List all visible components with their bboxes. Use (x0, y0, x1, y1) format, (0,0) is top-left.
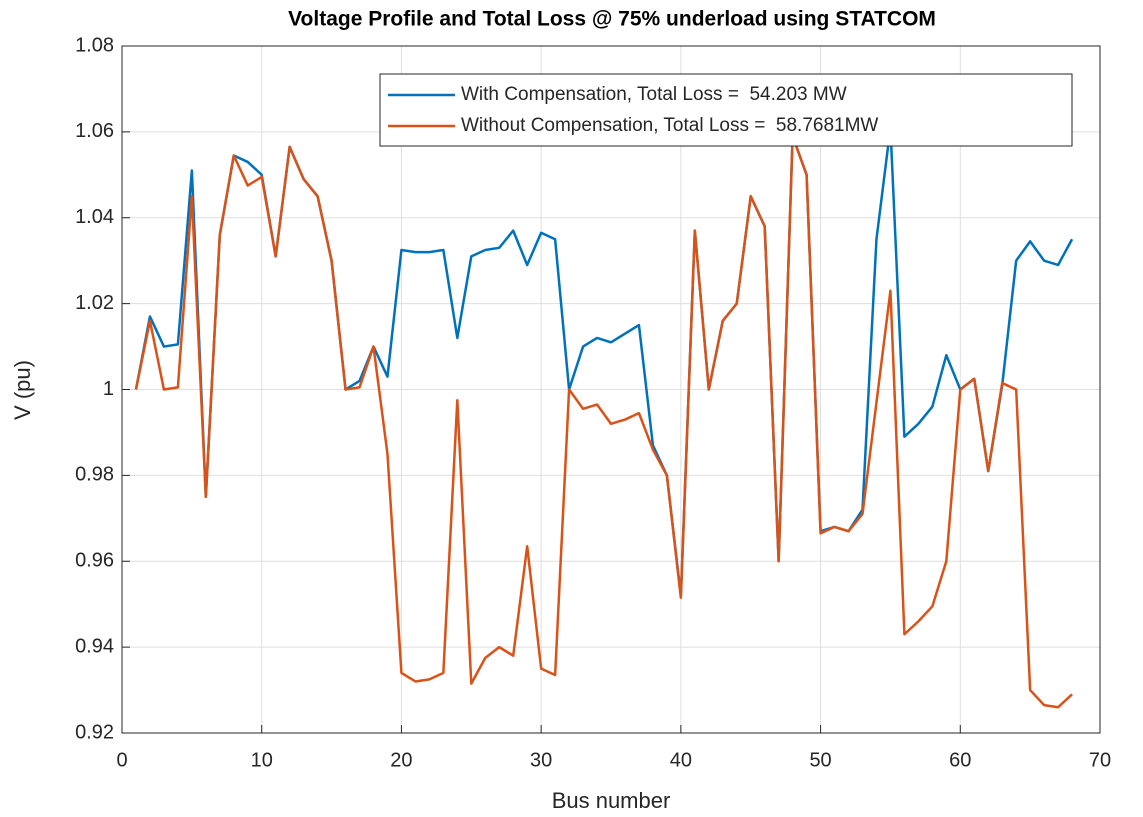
x-tick-label: 10 (251, 749, 273, 771)
data-line (134, 134, 1073, 709)
x-tick-label: 40 (670, 749, 692, 771)
chart-title: Voltage Profile and Total Loss @ 75% und… (288, 8, 936, 31)
x-tick-label: 20 (390, 749, 412, 771)
axes-box (121, 45, 1101, 734)
x-axis-label: Bus number (552, 788, 671, 813)
y-tick-label: 1.08 (75, 34, 114, 56)
x-tick-label: 50 (809, 749, 831, 771)
y-tick-label: 0.94 (75, 635, 114, 657)
y-tick-label: 0.98 (75, 464, 114, 486)
x-tick-label: 60 (949, 749, 971, 771)
y-tick-label: 0.96 (75, 550, 114, 572)
y-tick-label: 0.92 (75, 721, 114, 743)
y-tick-label: 1 (103, 378, 114, 400)
x-tick-label: 70 (1089, 749, 1111, 771)
legend-label: Without Compensation, Total Loss = 58.76… (461, 115, 878, 136)
y-tick-label: 1.02 (75, 292, 114, 314)
y-tick-label: 1.06 (75, 120, 114, 142)
y-tick-label: 1.04 (75, 206, 114, 228)
y-axis-label: V (pu) (10, 360, 35, 420)
legend-label: With Compensation, Total Loss = 54.203 M… (461, 84, 847, 105)
x-tick-label: 0 (116, 749, 127, 771)
legend-box (379, 73, 1073, 147)
x-tick-label: 30 (530, 749, 552, 771)
